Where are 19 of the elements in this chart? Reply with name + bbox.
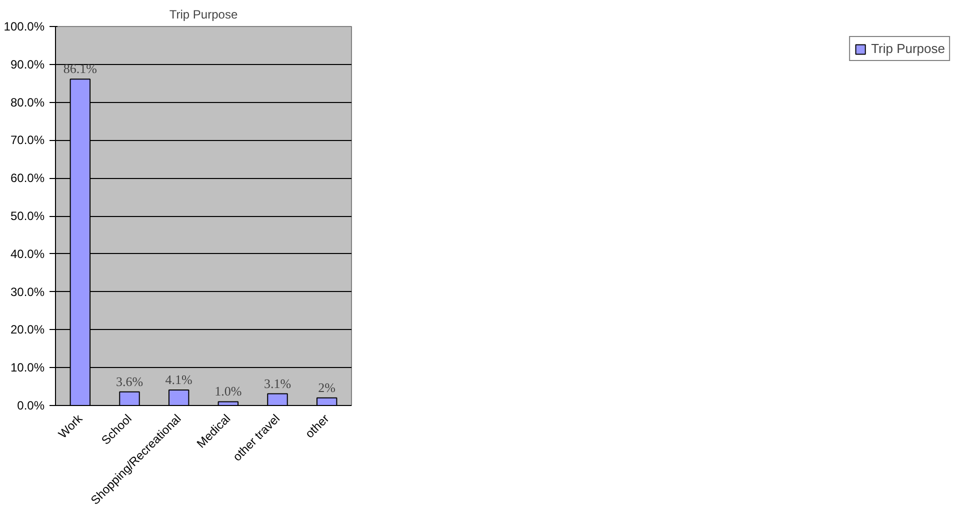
y-tick-label: 10.0% [10,360,45,375]
y-tick-label: 100.0% [4,20,45,34]
y-tick-label: 0.0% [17,398,45,412]
data-label: 4.1% [165,372,193,387]
y-tick-label: 60.0% [10,171,45,186]
y-tick-label: 30.0% [10,284,45,299]
chart-title: Trip Purpose [169,8,238,22]
y-tick-label: 50.0% [10,209,45,223]
data-label: 1.0% [214,384,242,399]
data-label: 86.1% [63,61,98,76]
data-label: 3.6% [116,374,144,389]
y-tick-label: 70.0% [10,133,45,148]
legend-label: Trip Purpose [871,41,945,56]
y-tick-label: 20.0% [10,322,45,337]
data-label: 2% [318,380,336,395]
y-tick-label: 40.0% [10,246,45,261]
data-label: 3.1% [264,376,292,391]
y-tick-label: 80.0% [10,95,45,110]
y-tick-label: 90.0% [10,57,45,72]
